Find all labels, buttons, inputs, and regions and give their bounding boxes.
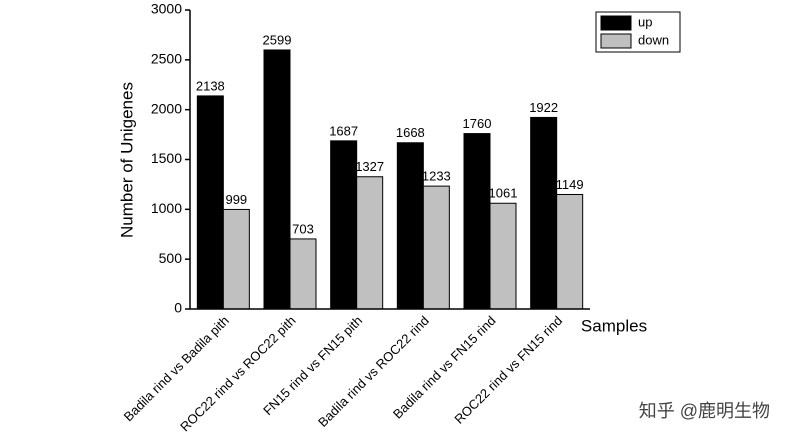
bar: [289, 238, 317, 310]
bar: [196, 95, 224, 310]
y-tick-label: 2000: [151, 100, 182, 116]
legend-label: down: [638, 32, 669, 47]
bar: [530, 116, 558, 310]
bar: [422, 185, 450, 310]
value-label: 1233: [422, 169, 451, 184]
x-tick-label: ROC22 rind vs FN15 rind: [451, 313, 565, 427]
value-label: 1922: [529, 100, 558, 115]
value-label: 2599: [263, 32, 292, 47]
legend-label: up: [638, 14, 652, 29]
y-tick-label: 3000: [151, 1, 182, 17]
bar: [222, 208, 250, 310]
x-tick-label: Badila rind vs Badila pith: [121, 313, 232, 424]
legend-swatch: [600, 15, 632, 31]
watermark: 知乎 @鹿明生物: [639, 401, 770, 421]
value-label: 1668: [396, 125, 425, 140]
value-label: 1061: [489, 186, 518, 201]
bar: [356, 176, 384, 310]
y-tick-label: 1000: [151, 200, 182, 216]
value-label: 2138: [196, 78, 225, 93]
y-tick-label: 500: [159, 250, 183, 266]
x-tick-label: Badila rind vs ROC22 rind: [315, 313, 432, 430]
value-label: 1760: [463, 116, 492, 131]
x-axis-label: Samples: [581, 316, 647, 335]
bar: [489, 202, 517, 310]
x-tick-label: ROC22 rind vs ROC22 pith: [177, 313, 298, 434]
bar: [556, 193, 584, 310]
y-tick-label: 1500: [151, 150, 182, 166]
bar: [463, 133, 491, 310]
value-label: 1149: [556, 177, 584, 192]
value-label: 999: [225, 192, 247, 207]
y-tick-label: 2500: [151, 51, 182, 67]
y-axis-label: Number of Unigenes: [117, 82, 136, 238]
bar: [396, 142, 424, 310]
legend-swatch: [600, 33, 632, 49]
value-label: 1687: [329, 123, 358, 138]
bar: [330, 140, 358, 310]
bar: [263, 49, 291, 310]
value-label: 703: [292, 221, 314, 236]
y-tick-label: 0: [174, 300, 182, 316]
value-label: 1327: [355, 159, 384, 174]
